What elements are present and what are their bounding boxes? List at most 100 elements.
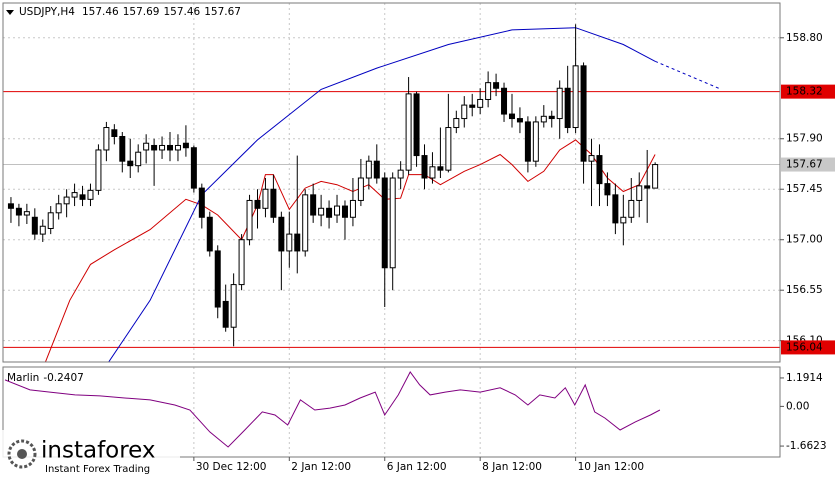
brand: instaforex — [41, 438, 156, 464]
close: 157.67 — [204, 6, 241, 18]
collapse-arrow[interactable] — [6, 10, 14, 15]
indicator-value: -0.2407 — [43, 372, 84, 384]
candle-body — [238, 239, 245, 286]
candle-body — [501, 87, 508, 115]
watermark-bg — [0, 430, 180, 477]
candle-body — [7, 203, 14, 209]
logo-icon — [7, 439, 37, 469]
moving-average — [108, 27, 656, 362]
candle-body — [286, 233, 293, 252]
candle-body — [580, 65, 587, 162]
x-tick-label: 30 Dec 12:00 — [196, 461, 267, 473]
candle-body — [349, 199, 356, 218]
candle-body — [572, 65, 579, 129]
y2-tick-label: 1.1914 — [786, 372, 823, 384]
y-tick-label: 158.80 — [786, 32, 823, 44]
candle-body — [405, 93, 412, 171]
candle-body — [373, 160, 380, 179]
price-panel-border — [2, 2, 781, 363]
candle-body — [87, 189, 94, 200]
candle-body — [270, 188, 277, 218]
candle-body — [556, 87, 563, 120]
y-tick-label: 157.90 — [786, 133, 823, 145]
candle-body — [230, 284, 237, 328]
candle-body — [262, 188, 269, 209]
candle-body — [469, 104, 476, 108]
candle-body — [135, 151, 142, 167]
indicator-panel-border — [2, 366, 781, 458]
candle-body — [540, 115, 547, 123]
indicator-header: Marlin -0.2407 — [7, 372, 84, 384]
candle-body — [127, 160, 134, 167]
level-label-box — [781, 340, 835, 355]
open: 157.46 — [82, 6, 119, 18]
level-label: 156.04 — [786, 341, 823, 353]
candle-body — [103, 127, 110, 151]
indicator-plot — [4, 371, 661, 448]
candle-body — [294, 233, 301, 252]
current-price-label: 157.67 — [786, 159, 823, 171]
candle-body — [79, 194, 86, 200]
candle-body — [524, 121, 531, 162]
candle-body — [159, 144, 166, 151]
candle-body — [604, 183, 611, 196]
candle-body — [596, 155, 603, 185]
candle-body — [254, 199, 261, 209]
candle-body — [421, 155, 428, 179]
candle-body — [182, 142, 189, 149]
price-plot — [3, 24, 780, 362]
y2-tick-label: -1.6623 — [786, 440, 827, 452]
candle-body — [318, 207, 325, 216]
candle-body — [413, 93, 420, 157]
x-tick-label: 8 Jan 12:00 — [482, 461, 542, 473]
candle-body — [652, 164, 659, 189]
y-tick-label: 157.45 — [786, 183, 823, 195]
candle-body — [508, 113, 515, 120]
candle-body — [190, 147, 197, 189]
x-tick-label: 10 Jan 12:00 — [578, 461, 644, 473]
candle-body — [71, 192, 78, 198]
candle-body — [564, 87, 571, 129]
candle-body — [95, 149, 102, 191]
candle-body — [47, 212, 54, 229]
candle-body — [143, 142, 150, 151]
low: 157.46 — [163, 6, 200, 18]
candle-body — [453, 118, 460, 129]
candle-body — [445, 127, 452, 171]
candle-body — [15, 207, 22, 216]
x-tick-label: 2 Jan 12:00 — [291, 461, 351, 473]
candle-body — [644, 185, 651, 189]
candle-body — [119, 136, 126, 162]
symbol: USDJPY,H4 — [19, 6, 75, 18]
candle-body — [151, 144, 158, 151]
candle-body — [588, 155, 595, 162]
level-label-box — [781, 84, 835, 99]
candle-body — [477, 98, 484, 108]
candle-body — [636, 185, 643, 201]
current-price-box — [781, 157, 835, 172]
logo-core — [17, 449, 27, 459]
candle-body — [532, 121, 539, 162]
candle-body — [516, 118, 523, 123]
candle-body — [493, 82, 500, 89]
candle-body — [31, 216, 38, 235]
candle-body — [23, 211, 30, 216]
chart-header: USDJPY,H4 157.46 157.69 157.46 157.67 — [19, 6, 241, 18]
candle-body — [310, 194, 317, 216]
tagline: Instant Forex Trading — [45, 464, 150, 475]
candle-body — [198, 187, 205, 218]
high: 157.69 — [123, 6, 160, 18]
candle-body — [437, 166, 444, 171]
candle-body — [302, 194, 309, 252]
candle-body — [620, 216, 627, 224]
candle-body — [63, 196, 70, 205]
level-label: 158.32 — [786, 86, 823, 98]
candle-body — [461, 104, 468, 120]
candle-body — [381, 177, 388, 269]
candle-body — [548, 115, 555, 120]
candle-body — [246, 199, 253, 241]
candle-body — [55, 203, 62, 214]
candle-body — [174, 144, 181, 151]
